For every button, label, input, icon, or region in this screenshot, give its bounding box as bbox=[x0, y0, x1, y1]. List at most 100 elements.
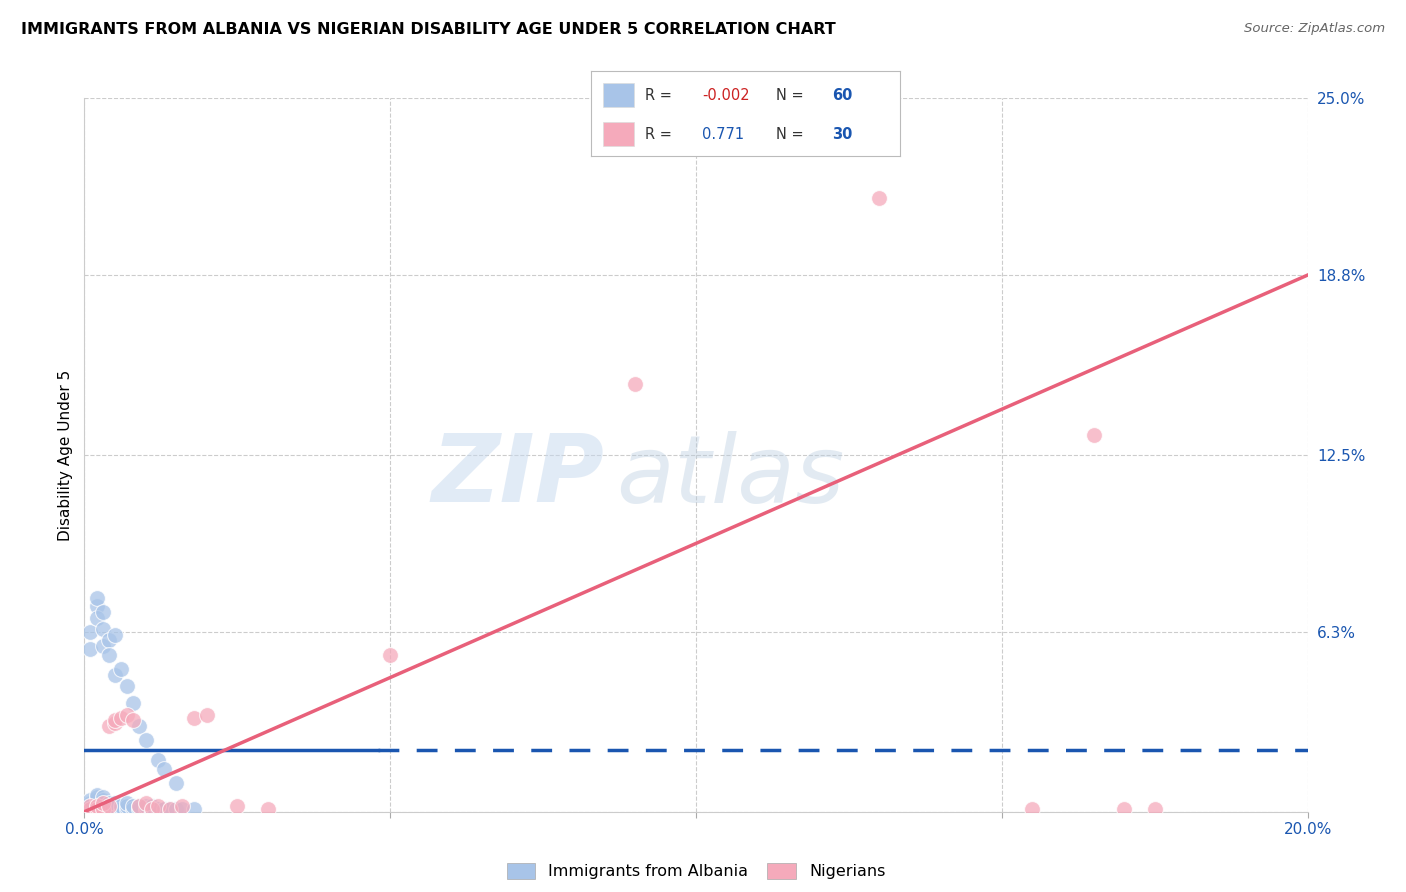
Point bbox=[91, 793, 114, 807]
Point bbox=[86, 610, 108, 624]
Point bbox=[1143, 802, 1166, 816]
Point bbox=[128, 719, 150, 733]
Point bbox=[79, 796, 101, 810]
Point bbox=[86, 796, 108, 810]
Point bbox=[128, 802, 150, 816]
Point bbox=[91, 802, 114, 816]
Point bbox=[97, 633, 120, 648]
Point bbox=[122, 799, 145, 814]
Point bbox=[115, 707, 138, 722]
Point bbox=[146, 799, 169, 814]
Point bbox=[91, 790, 114, 805]
Point bbox=[91, 796, 114, 810]
Point bbox=[104, 667, 127, 681]
Point bbox=[159, 802, 181, 816]
Point bbox=[97, 796, 120, 810]
Text: IMMIGRANTS FROM ALBANIA VS NIGERIAN DISABILITY AGE UNDER 5 CORRELATION CHART: IMMIGRANTS FROM ALBANIA VS NIGERIAN DISA… bbox=[21, 22, 835, 37]
Text: N =: N = bbox=[776, 127, 804, 142]
Point bbox=[86, 599, 108, 614]
Point bbox=[146, 802, 169, 816]
Point bbox=[86, 802, 108, 816]
Point bbox=[79, 802, 101, 816]
Point bbox=[183, 802, 205, 816]
Point bbox=[79, 624, 101, 639]
Point bbox=[257, 802, 280, 816]
Text: R =: R = bbox=[644, 87, 672, 103]
Point bbox=[91, 799, 114, 814]
Point bbox=[97, 799, 120, 814]
Point bbox=[91, 622, 114, 636]
Point bbox=[1021, 802, 1043, 816]
Text: R =: R = bbox=[644, 127, 672, 142]
Text: atlas: atlas bbox=[616, 431, 845, 522]
Point bbox=[91, 796, 114, 810]
Legend: Immigrants from Albania, Nigerians: Immigrants from Albania, Nigerians bbox=[501, 857, 891, 886]
Point bbox=[79, 799, 101, 814]
Point bbox=[115, 799, 138, 814]
Point bbox=[135, 802, 157, 816]
Text: -0.002: -0.002 bbox=[702, 87, 749, 103]
Point bbox=[141, 802, 163, 816]
Point bbox=[79, 802, 101, 816]
Point bbox=[91, 639, 114, 653]
Point bbox=[104, 796, 127, 810]
Point bbox=[869, 191, 891, 205]
Point bbox=[122, 802, 145, 816]
Text: 0.771: 0.771 bbox=[702, 127, 744, 142]
Point bbox=[110, 710, 132, 724]
Point bbox=[97, 719, 120, 733]
Point bbox=[128, 799, 150, 814]
Point bbox=[141, 802, 163, 816]
Point bbox=[79, 799, 101, 814]
Point bbox=[104, 716, 127, 731]
Point bbox=[104, 714, 127, 728]
Point bbox=[110, 662, 132, 676]
Point bbox=[86, 790, 108, 805]
Point bbox=[135, 796, 157, 810]
Point bbox=[135, 799, 157, 814]
Point bbox=[153, 762, 176, 776]
Point bbox=[104, 802, 127, 816]
Point bbox=[135, 733, 157, 747]
Point bbox=[153, 802, 176, 816]
Point bbox=[1083, 428, 1105, 442]
Point bbox=[159, 802, 181, 816]
Point bbox=[79, 642, 101, 657]
Text: ZIP: ZIP bbox=[432, 430, 605, 523]
Point bbox=[86, 799, 108, 814]
Point bbox=[86, 802, 108, 816]
Point bbox=[165, 802, 187, 816]
Point bbox=[91, 605, 114, 619]
Point bbox=[122, 714, 145, 728]
Point bbox=[380, 648, 402, 662]
Bar bbox=[603, 83, 634, 107]
Point bbox=[172, 802, 194, 816]
Point bbox=[146, 753, 169, 767]
Point bbox=[172, 799, 194, 814]
Point bbox=[226, 799, 249, 814]
Point bbox=[165, 776, 187, 790]
Point bbox=[79, 793, 101, 807]
Point bbox=[624, 376, 647, 391]
Text: 30: 30 bbox=[832, 127, 852, 142]
Point bbox=[97, 802, 120, 816]
Text: Source: ZipAtlas.com: Source: ZipAtlas.com bbox=[1244, 22, 1385, 36]
Point bbox=[110, 802, 132, 816]
Point bbox=[122, 696, 145, 710]
Point bbox=[97, 799, 120, 814]
Point bbox=[104, 628, 127, 642]
Point bbox=[128, 799, 150, 814]
Point bbox=[86, 793, 108, 807]
Point bbox=[115, 796, 138, 810]
Point bbox=[86, 799, 108, 814]
Point bbox=[110, 799, 132, 814]
Point bbox=[115, 679, 138, 693]
Point bbox=[86, 591, 108, 605]
Point bbox=[115, 802, 138, 816]
Point bbox=[183, 710, 205, 724]
Point bbox=[141, 799, 163, 814]
Text: 60: 60 bbox=[832, 87, 852, 103]
Y-axis label: Disability Age Under 5: Disability Age Under 5 bbox=[58, 369, 73, 541]
Text: N =: N = bbox=[776, 87, 804, 103]
Bar bbox=[603, 122, 634, 146]
